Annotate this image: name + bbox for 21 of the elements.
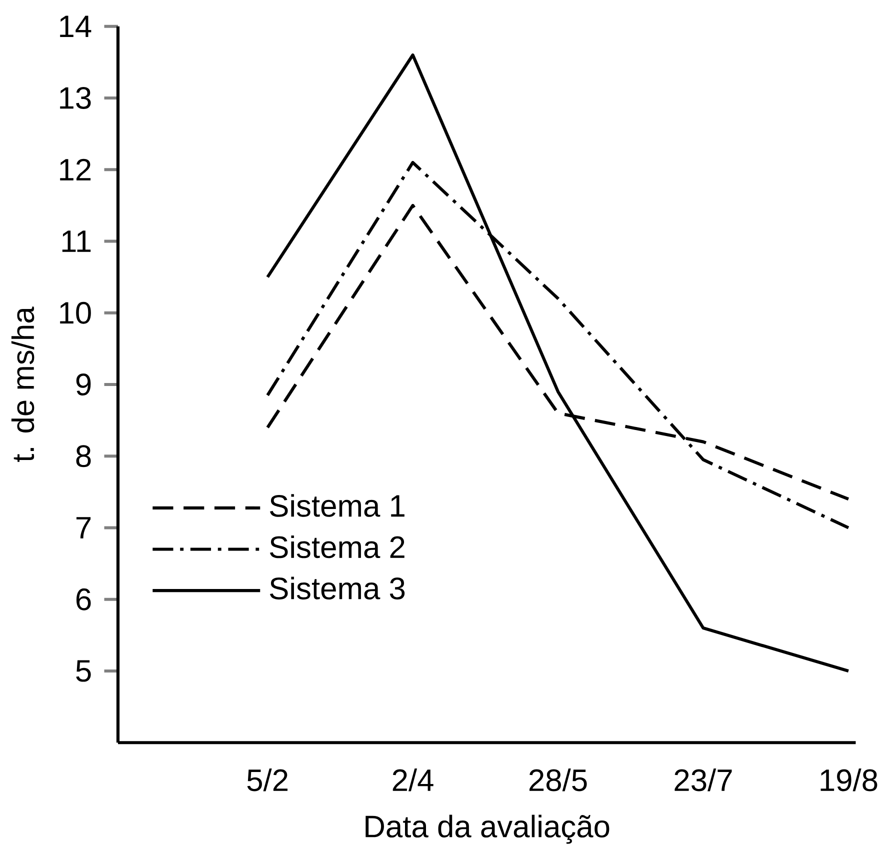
y-tick-label: 11 xyxy=(62,230,91,252)
y-axis-title: t. de ms/ha xyxy=(11,306,34,462)
x-tick-label: 5/2 xyxy=(247,768,288,792)
legend-label: Sistema 3 xyxy=(270,576,405,600)
y-tick-label: 8 xyxy=(76,445,91,468)
y-tick-label: 12 xyxy=(60,158,91,180)
y-tick-label: 6 xyxy=(76,588,91,610)
y-tick-label: 5 xyxy=(76,660,91,682)
legend-label: Sistema 1 xyxy=(270,494,404,517)
x-tick-label: 28/5 xyxy=(529,768,587,792)
y-tick-label: 7 xyxy=(76,517,91,538)
y-tick-label: 14 xyxy=(60,16,92,37)
legend-label: Sistema 2 xyxy=(270,535,404,558)
x-tick-label: 2/4 xyxy=(392,768,434,792)
y-tick-label: 13 xyxy=(60,86,91,109)
y-tick-label: 9 xyxy=(76,373,91,396)
x-axis-title: Data da avaliação xyxy=(366,814,610,844)
y-tick-label: 10 xyxy=(60,302,91,324)
line-series xyxy=(266,53,850,672)
x-tick-label: 23/7 xyxy=(674,768,732,792)
x-tick-label: 19/8 xyxy=(820,768,878,792)
